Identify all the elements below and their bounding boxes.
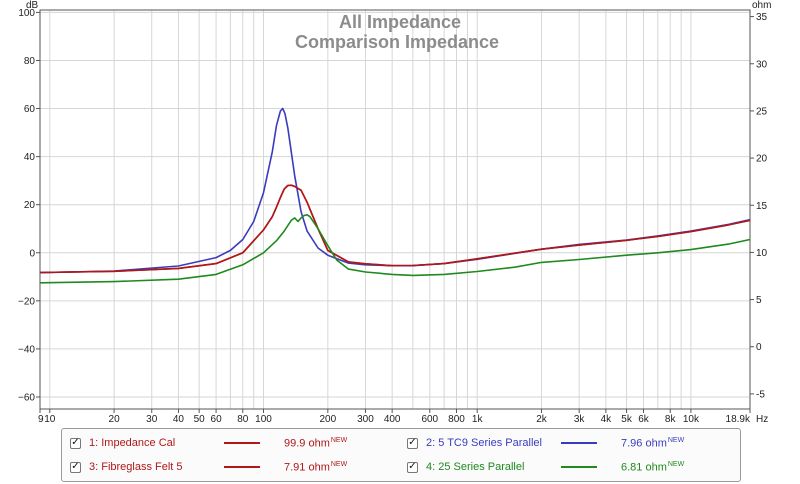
x-tick-label: 100 <box>255 414 272 425</box>
x-tick-label: 10 <box>44 414 56 425</box>
legend-panel: ✓ 1: Impedance Cal 99.9 ohmNEW ✓ 2: 5 TC… <box>61 428 741 482</box>
left-tick-label: −40 <box>18 344 35 355</box>
x-tick-label: 20 <box>109 414 121 425</box>
left-tick-label: 40 <box>24 152 36 163</box>
left-tick-label: −60 <box>18 392 35 403</box>
x-tick-label: 10k <box>683 414 700 425</box>
left-axis-unit: dB <box>26 0 39 11</box>
series-lines <box>39 107 751 284</box>
legend-swatch <box>561 466 597 468</box>
x-tick-label: 40 <box>173 414 185 425</box>
x-tick-label: 4k <box>601 414 613 425</box>
new-tag: NEW <box>330 436 348 444</box>
x-tick-label: 50 <box>194 414 206 425</box>
new-tag: NEW <box>667 436 685 444</box>
x-tick-label: 80 <box>237 414 249 425</box>
right-tick-label: 10 <box>756 248 768 259</box>
new-tag: NEW <box>667 460 685 468</box>
series-line-3 <box>39 184 751 274</box>
right-tick-label: -5 <box>756 389 765 400</box>
left-tick-label: −20 <box>18 296 35 307</box>
series-line-4 <box>39 214 751 284</box>
right-axis-ticks: 35 30 25 20 15 10 5 0 -5 <box>750 12 768 400</box>
legend-item-1[interactable]: ✓ 1: Impedance Cal 99.9 ohmNEW <box>70 433 347 453</box>
legend-checkbox[interactable]: ✓ <box>407 461 418 473</box>
right-tick-label: 5 <box>756 295 762 306</box>
legend-swatch <box>561 442 597 444</box>
right-tick-label: 20 <box>756 154 768 165</box>
legend-checkbox[interactable]: ✓ <box>70 461 81 473</box>
left-tick-label: 60 <box>24 104 36 115</box>
legend-label: 1: Impedance Cal <box>89 437 176 449</box>
right-tick-label: 0 <box>756 342 762 353</box>
left-tick-label: 20 <box>24 200 36 211</box>
left-tick-label: 0 <box>29 248 35 259</box>
x-tick-label: 200 <box>319 414 336 425</box>
legend-label: 4: 25 Series Parallel <box>426 461 525 473</box>
legend-value: 7.91 ohmNEW <box>284 460 348 474</box>
x-axis-unit: Hz <box>756 414 768 425</box>
x-tick-label: 3k <box>574 414 586 425</box>
right-tick-label: 35 <box>756 12 768 23</box>
impedance-chart: All Impedance Comparison Impedance dB oh… <box>18 0 771 425</box>
x-tick-label: 800 <box>448 414 465 425</box>
grid <box>39 10 750 409</box>
right-tick-label: 15 <box>756 201 768 212</box>
x-tick-label: 400 <box>384 414 401 425</box>
x-tick-label: 300 <box>357 414 374 425</box>
left-axis-ticks: 100 80 60 40 20 0 −20 −40 −60 <box>18 8 40 403</box>
x-tick-label: 8k <box>665 414 677 425</box>
legend-value: 7.96 ohmNEW <box>621 436 685 450</box>
legend-label: 2: 5 TC9 Series Parallel <box>426 437 542 449</box>
plot-frame <box>39 9 751 410</box>
new-tag: NEW <box>330 460 348 468</box>
left-tick-label: 80 <box>24 56 36 67</box>
legend-value: 6.81 ohmNEW <box>621 460 685 474</box>
x-axis-ticks: 9 10 20 30 40 50 60 80 100 200 300 400 600 800 1k 2k 3k 4… <box>38 409 751 425</box>
legend-checkbox[interactable]: ✓ <box>70 437 81 449</box>
legend-label: 3: Fibreglass Felt 5 <box>89 461 183 473</box>
right-tick-label: 25 <box>756 106 768 117</box>
legend-swatch <box>224 442 260 444</box>
x-tick-label: 6k <box>638 414 650 425</box>
legend-checkbox[interactable]: ✓ <box>407 437 418 449</box>
x-tick-label: 18.9k <box>726 414 751 425</box>
x-tick-label: 30 <box>146 414 158 425</box>
x-tick-label: 5k <box>621 414 633 425</box>
legend-value: 99.9 ohmNEW <box>284 436 348 450</box>
right-axis-unit: ohm <box>752 0 771 11</box>
x-tick-label: 9 <box>38 414 44 425</box>
right-tick-label: 30 <box>756 59 768 70</box>
chart-subtitle: Comparison Impedance <box>295 32 499 52</box>
legend-item-4[interactable]: ✓ 4: 25 Series Parallel 6.81 ohmNEW <box>407 457 684 477</box>
x-tick-label: 600 <box>421 414 438 425</box>
left-tick-label: 100 <box>18 8 35 19</box>
x-tick-label: 2k <box>536 414 548 425</box>
legend-swatch <box>224 466 260 468</box>
legend-item-3[interactable]: ✓ 3: Fibreglass Felt 5 7.91 ohmNEW <box>70 457 347 477</box>
legend-item-2[interactable]: ✓ 2: 5 TC9 Series Parallel 7.96 ohmNEW <box>407 433 684 453</box>
chart-title: All Impedance <box>339 12 461 32</box>
x-tick-label: 60 <box>211 414 223 425</box>
x-tick-label: 1k <box>472 414 484 425</box>
